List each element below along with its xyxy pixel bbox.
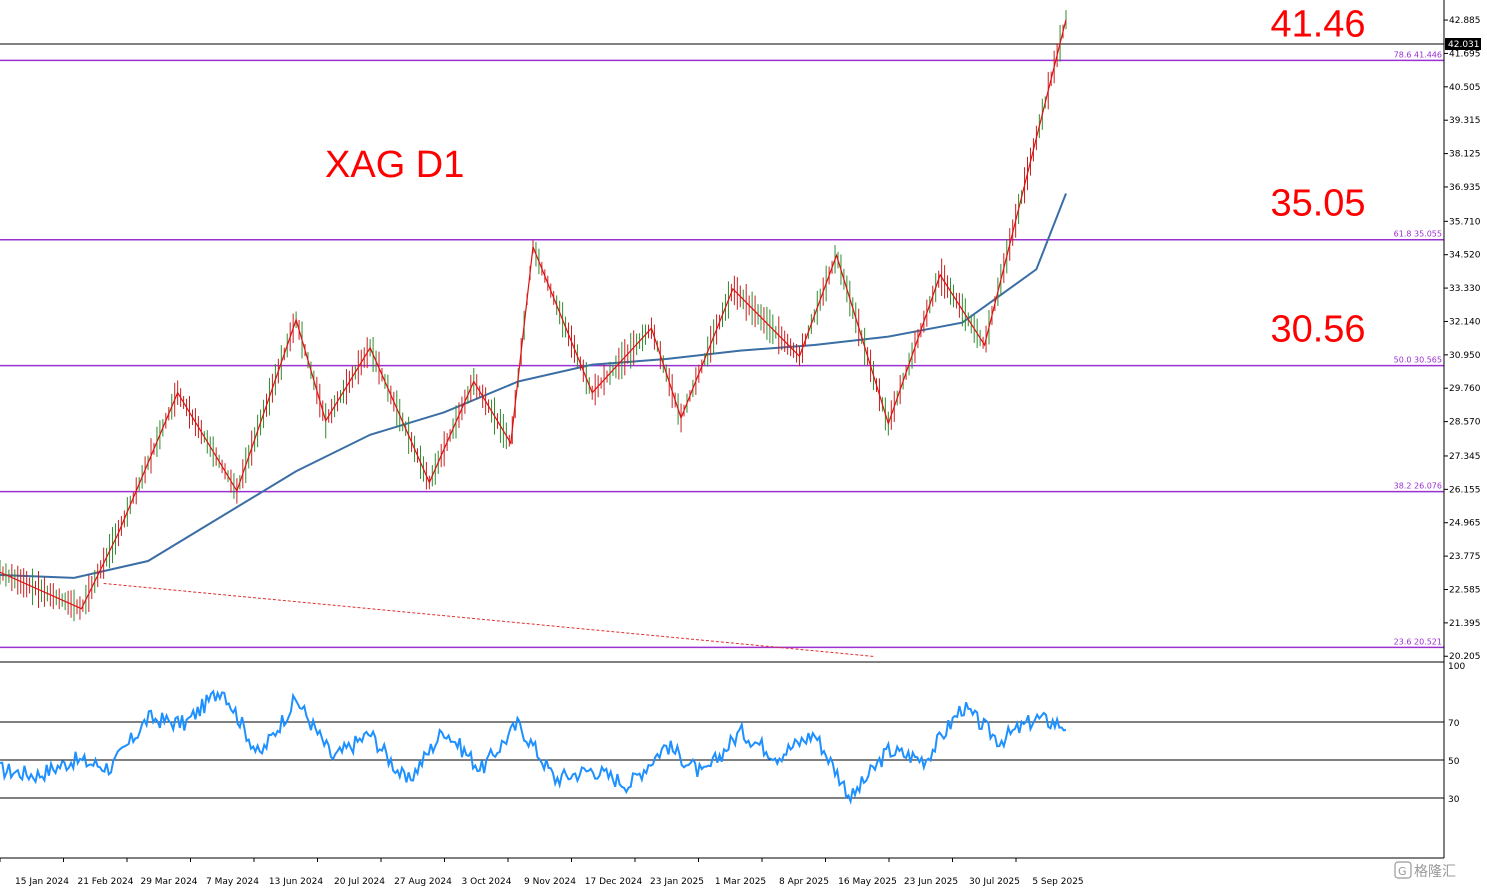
y-tick-label: 33.330 bbox=[1449, 284, 1481, 294]
y-tick-label: 22.585 bbox=[1449, 585, 1481, 595]
zigzag-line bbox=[0, 19, 1067, 610]
y-tick-label: 26.155 bbox=[1449, 485, 1481, 495]
y-tick-label: 41.695 bbox=[1449, 49, 1481, 59]
y-tick-label: 38.125 bbox=[1449, 150, 1481, 160]
x-tick-label: 3 Oct 2024 bbox=[462, 877, 512, 887]
current-price-label: 42.031 bbox=[1448, 40, 1480, 50]
y-tick-label: 27.345 bbox=[1449, 452, 1481, 462]
x-tick-label: 21 Feb 2024 bbox=[77, 877, 133, 887]
rsi-tick-label: 100 bbox=[1448, 662, 1465, 672]
fib-level-label: 23.6 20.521 bbox=[1394, 637, 1442, 646]
y-tick-label: 21.395 bbox=[1449, 619, 1481, 629]
x-tick-label: 17 Dec 2024 bbox=[585, 877, 643, 887]
current-price-box bbox=[1445, 38, 1481, 51]
x-tick-label: 1 Mar 2025 bbox=[715, 877, 766, 887]
y-tick-label: 39.315 bbox=[1449, 116, 1481, 126]
y-tick-label: 24.965 bbox=[1449, 519, 1481, 529]
y-tick-label: 35.710 bbox=[1449, 217, 1481, 227]
y-tick-label: 29.760 bbox=[1449, 384, 1481, 394]
chart-title: XAG D1 bbox=[325, 144, 464, 186]
y-tick-label: 34.520 bbox=[1449, 251, 1481, 261]
candles bbox=[0, 10, 1067, 622]
rsi-line bbox=[0, 689, 1067, 806]
svg-text:G: G bbox=[1398, 865, 1407, 878]
x-tick-label: 27 Aug 2024 bbox=[394, 877, 452, 887]
fib-annotation: 41.46 bbox=[1270, 3, 1365, 45]
y-tick-label: 23.775 bbox=[1449, 552, 1481, 562]
y-tick-label: 28.570 bbox=[1449, 418, 1481, 428]
fib-annotation: 35.05 bbox=[1270, 183, 1365, 225]
watermark-text: 格隆汇 bbox=[1414, 864, 1456, 880]
x-tick-label: 13 Jun 2024 bbox=[269, 877, 323, 887]
x-tick-label: 5 Sep 2025 bbox=[1032, 877, 1083, 887]
dashed-trendline bbox=[103, 582, 874, 657]
x-tick-label: 23 Jan 2025 bbox=[650, 877, 704, 887]
fib-level-label: 50.0 30.565 bbox=[1394, 356, 1442, 365]
rsi-tick-label: 70 bbox=[1448, 719, 1460, 729]
x-tick-label: 16 May 2025 bbox=[838, 877, 897, 887]
y-tick-label: 32.140 bbox=[1449, 317, 1481, 327]
x-tick-label: 8 Apr 2025 bbox=[779, 877, 829, 887]
watermark-logo: G 格隆汇 bbox=[1394, 861, 1456, 880]
fib-level-label: 78.6 41.446 bbox=[1394, 50, 1442, 59]
rsi-tick-label: 50 bbox=[1448, 757, 1460, 767]
x-tick-label: 30 Jul 2025 bbox=[969, 877, 1020, 887]
x-tick-label: 9 Nov 2024 bbox=[524, 877, 576, 887]
x-tick-label: 23 Jun 2025 bbox=[904, 877, 958, 887]
y-tick-label: 20.205 bbox=[1449, 652, 1481, 662]
x-tick-label: 29 Mar 2024 bbox=[140, 877, 197, 887]
main-price-pane: 78.6 41.446 41.46 61.8 35.055 35.05 50.0 30.… bbox=[0, 3, 1444, 657]
y-tick-label: 42.885 bbox=[1449, 16, 1481, 26]
y-tick-label: 30.950 bbox=[1449, 351, 1481, 361]
x-tick-label: 20 Jul 2024 bbox=[334, 877, 385, 887]
fib-level-label: 61.8 35.055 bbox=[1394, 230, 1442, 239]
rsi-indicator-pane bbox=[0, 689, 1444, 806]
x-tick-label: 15 Jan 2024 bbox=[15, 877, 69, 887]
fib-annotation: 30.56 bbox=[1270, 309, 1365, 351]
fib-level-label: 38.2 26.076 bbox=[1394, 482, 1442, 491]
y-tick-label: 36.935 bbox=[1449, 183, 1481, 193]
x-tick-label: 7 May 2024 bbox=[206, 877, 259, 887]
y-tick-label: 40.505 bbox=[1449, 83, 1481, 93]
rsi-tick-label: 30 bbox=[1448, 795, 1460, 805]
moving-average-line bbox=[0, 193, 1067, 579]
